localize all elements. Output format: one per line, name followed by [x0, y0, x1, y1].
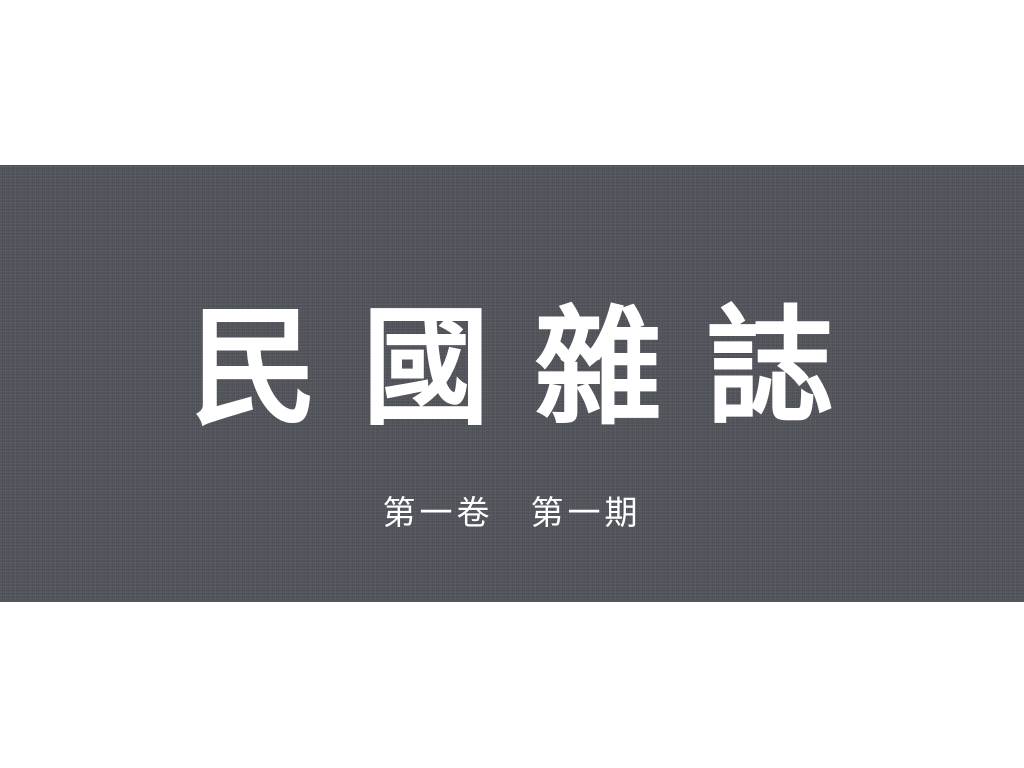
- title-char-1: 民: [189, 293, 318, 443]
- title-char-2: 國: [361, 293, 490, 443]
- title-banner: 民 國 雜 誌 第一卷 第一期: [0, 165, 1024, 602]
- magazine-title: 民 國 雜 誌: [0, 293, 1024, 443]
- volume-issue-subtitle: 第一卷 第一期: [382, 493, 642, 532]
- title-char-3: 雜: [533, 293, 662, 443]
- title-char-4: 誌: [705, 293, 834, 443]
